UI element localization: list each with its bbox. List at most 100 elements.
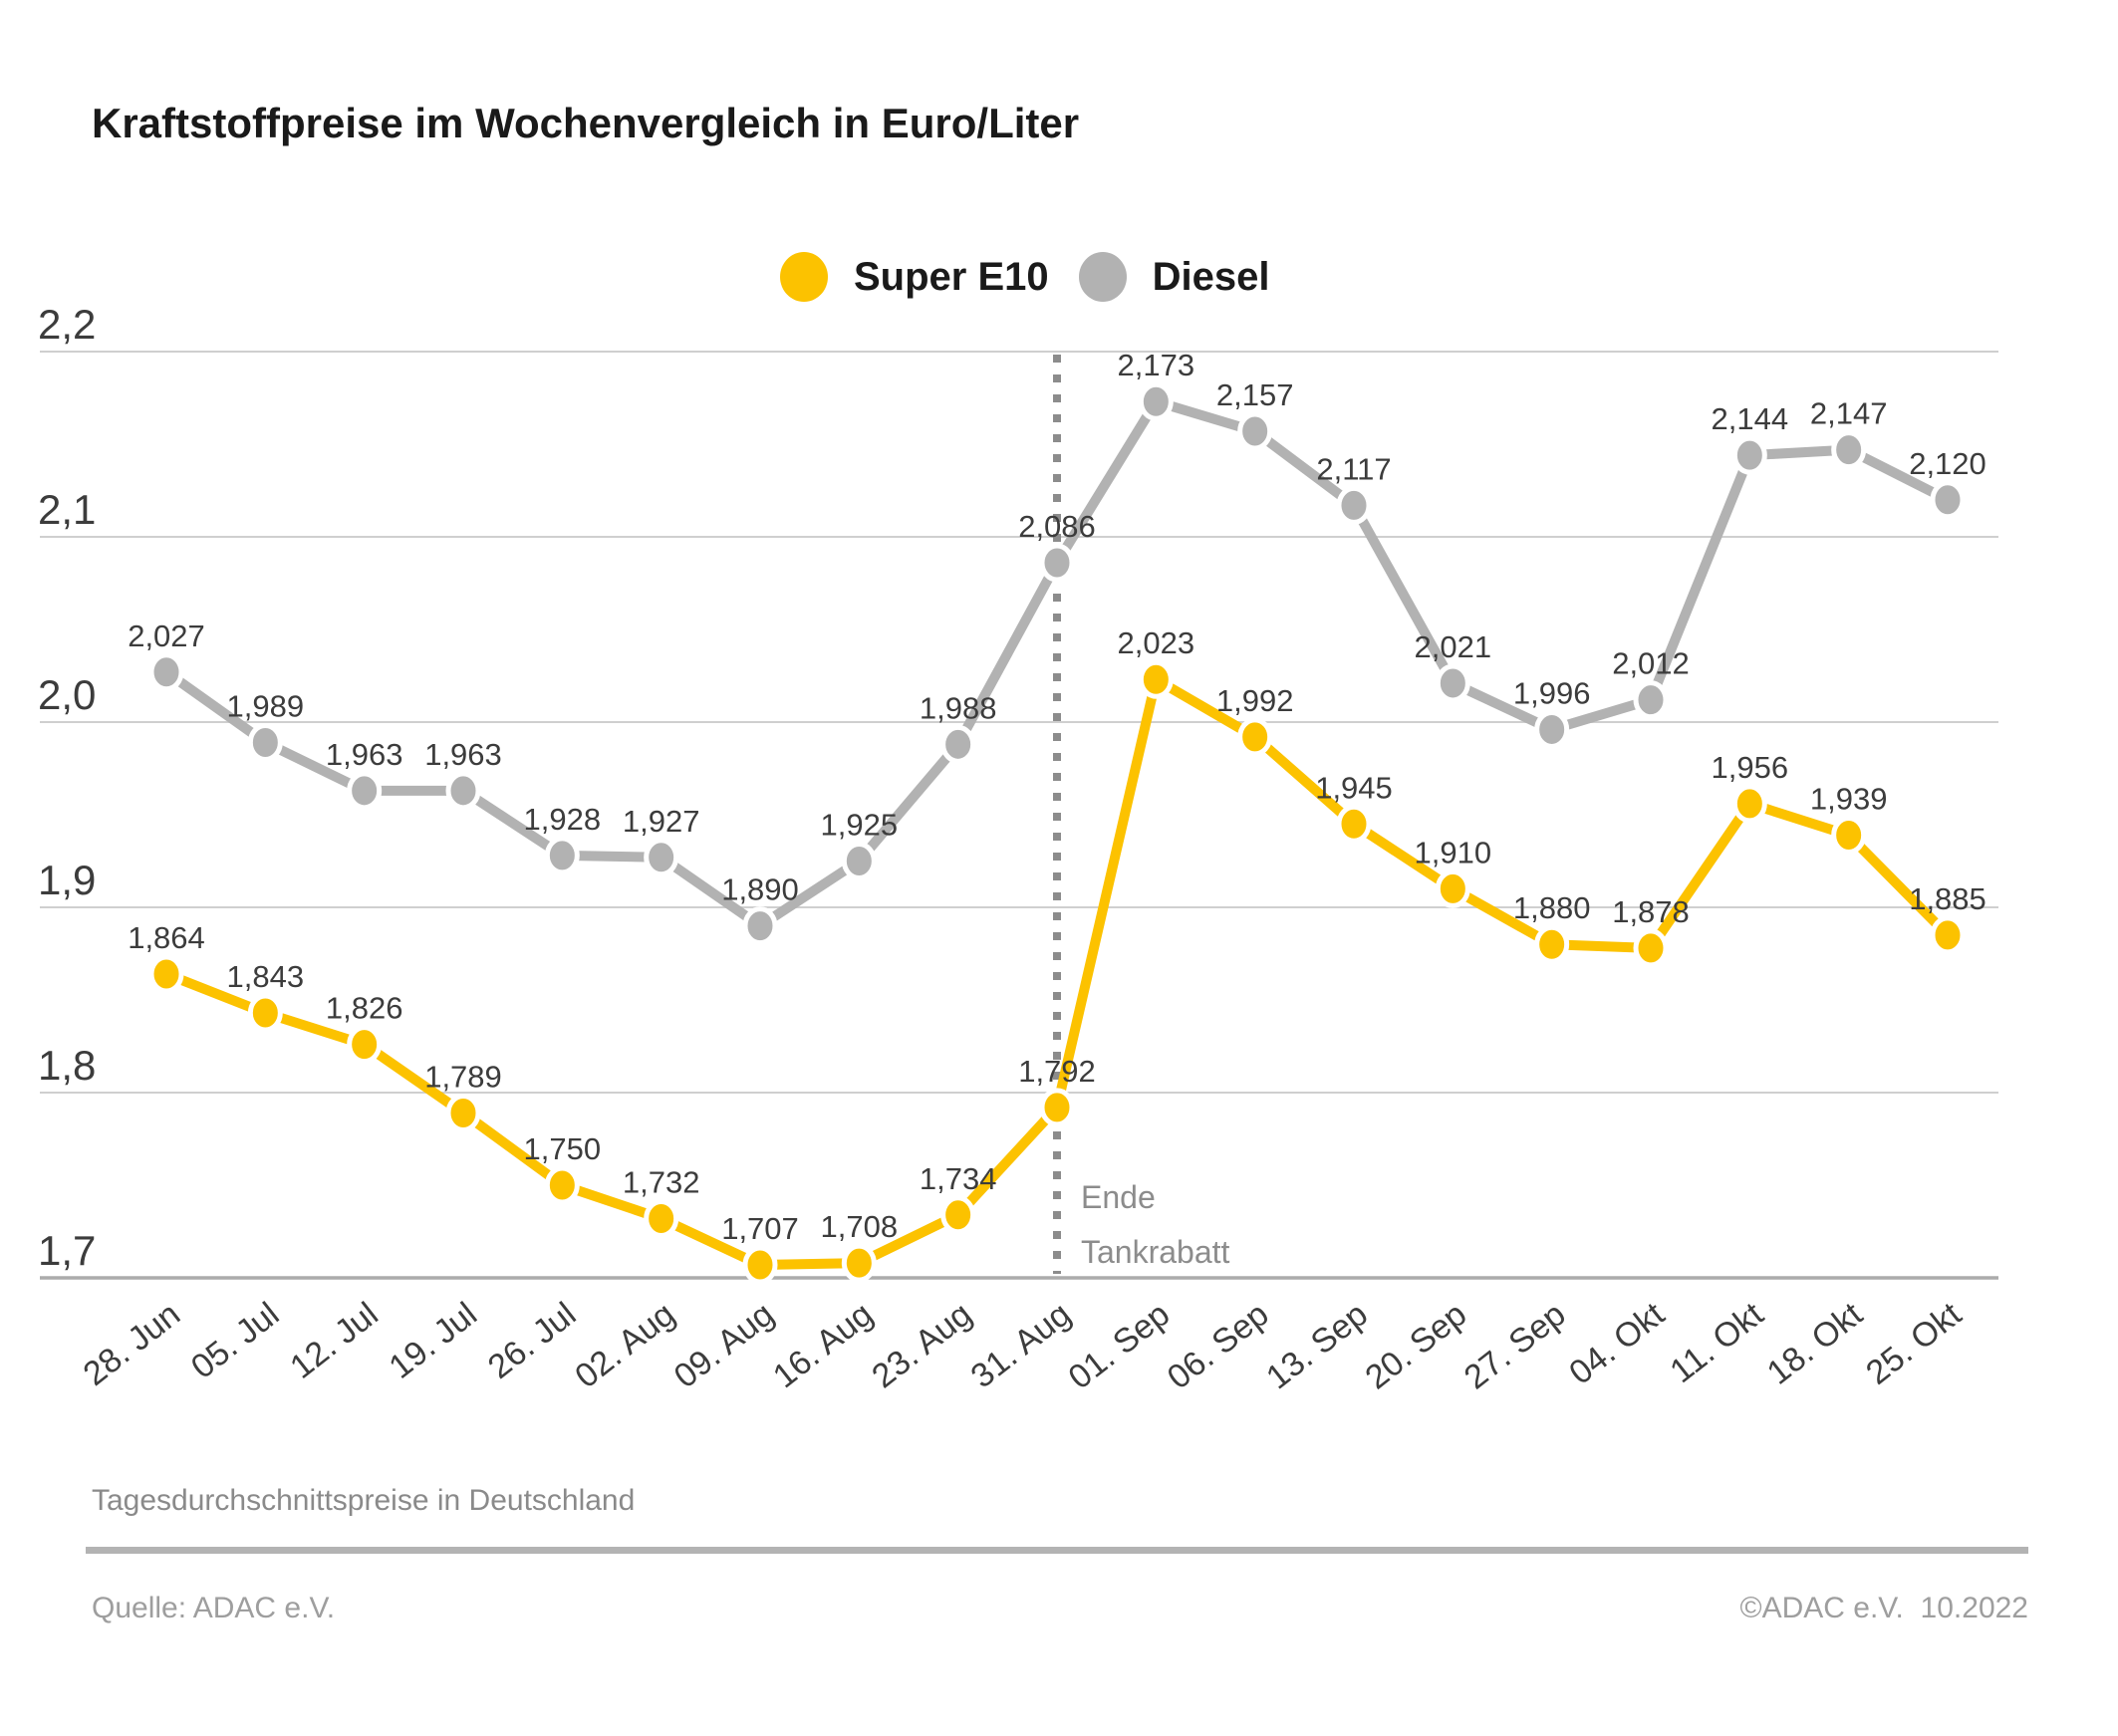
data-label-super-e10: 1,789 — [424, 1059, 502, 1094]
legend-item-diesel: Diesel — [1078, 252, 1270, 302]
x-axis-label: 09. Aug — [667, 1295, 781, 1395]
data-label-diesel: 2,147 — [1810, 396, 1888, 431]
data-label-super-e10: 1,707 — [721, 1211, 799, 1246]
data-point-diesel — [1336, 485, 1372, 525]
data-label-super-e10: 1,734 — [920, 1161, 997, 1196]
data-label-super-e10: 1,708 — [821, 1209, 899, 1244]
data-point-super-e10 — [1633, 928, 1669, 968]
tankrabatt-annotation-line2: Tankrabatt — [1081, 1234, 1230, 1270]
data-label-super-e10: 1,880 — [1513, 890, 1591, 925]
data-point-super-e10 — [1138, 659, 1174, 699]
x-axis-label: 05. Jul — [184, 1295, 286, 1386]
x-axis-label: 16. Aug — [766, 1295, 880, 1395]
footnote: Tagesdurchschnittspreise in Deutschland — [92, 1484, 636, 1517]
page-title: Kraftstoffpreise im Wochenvergleich in E… — [92, 100, 1080, 146]
data-label-diesel: 2,027 — [128, 619, 205, 653]
legend-dot-super-e10-icon — [780, 252, 828, 302]
x-axis-label: 11. Okt — [1663, 1295, 1770, 1390]
legend-label-diesel: Diesel — [1152, 254, 1270, 299]
x-axis-label: 04. Okt — [1562, 1295, 1672, 1392]
data-label-diesel: 2,120 — [1909, 446, 1986, 481]
x-axis-label: 26. Jul — [481, 1295, 583, 1386]
data-label-super-e10: 1,843 — [227, 959, 305, 994]
data-label-super-e10: 1,792 — [1018, 1054, 1096, 1089]
data-point-diesel — [1633, 680, 1669, 720]
data-point-super-e10 — [1336, 804, 1372, 844]
data-label-diesel: 2,021 — [1415, 629, 1492, 664]
data-point-super-e10 — [1534, 924, 1570, 964]
data-point-diesel — [1930, 480, 1966, 520]
data-label-diesel: 2,086 — [1018, 509, 1096, 544]
x-axis-label: 12. Jul — [283, 1295, 385, 1386]
chart-svg: 2,2 2,1 2,0 1,9 1,8 1,7 2,027 1,989 1,963 1,963 1,… — [38, 301, 1998, 1396]
data-label-diesel: 1,996 — [1513, 675, 1591, 710]
divider-rule — [86, 1547, 2028, 1554]
data-label-super-e10: 1,864 — [128, 920, 205, 955]
data-label-super-e10: 1,885 — [1909, 881, 1986, 916]
y-axis-label: 1,9 — [38, 857, 96, 903]
x-axis-label: 13. Sep — [1259, 1295, 1375, 1396]
data-point-diesel — [148, 652, 184, 692]
legend-item-super-e10: Super E10 — [780, 252, 1049, 302]
y-axis-label: 2,0 — [38, 671, 96, 718]
y-axis-label: 1,7 — [38, 1227, 96, 1274]
data-label-super-e10: 2,023 — [1118, 625, 1195, 660]
x-axis-label: 02. Aug — [568, 1295, 681, 1395]
data-point-super-e10 — [247, 993, 283, 1033]
y-axis-label: 2,1 — [38, 486, 96, 533]
data-label-diesel: 1,925 — [821, 808, 899, 843]
tankrabatt-annotation-line1: Ende — [1081, 1179, 1156, 1215]
x-axis-label: 23. Aug — [865, 1295, 978, 1395]
legend-label-super-e10: Super E10 — [854, 254, 1049, 299]
data-point-super-e10 — [1435, 868, 1470, 908]
x-axis-label: 18. Okt — [1760, 1295, 1870, 1392]
data-point-super-e10 — [544, 1165, 580, 1205]
data-label-diesel: 2,012 — [1612, 646, 1690, 681]
source-label: Quelle: ADAC e.V. — [92, 1592, 336, 1624]
data-point-diesel — [1435, 663, 1470, 703]
data-label-diesel: 2,173 — [1118, 348, 1195, 382]
legend-dot-diesel-icon — [1078, 252, 1127, 302]
data-label-super-e10: 1,945 — [1315, 770, 1393, 805]
data-point-diesel — [544, 836, 580, 875]
data-point-super-e10 — [841, 1243, 877, 1283]
copyright-label: ©ADAC e.V. 10.2022 — [1739, 1592, 2028, 1624]
data-point-diesel — [1534, 709, 1570, 749]
data-point-super-e10 — [445, 1093, 481, 1132]
x-axis-label: 20. Sep — [1358, 1295, 1473, 1396]
data-label-super-e10: 1,992 — [1216, 683, 1294, 718]
x-axis-label: 01. Sep — [1061, 1295, 1177, 1396]
data-point-diesel — [742, 906, 778, 946]
data-label-super-e10: 1,732 — [623, 1164, 700, 1199]
data-point-diesel — [644, 838, 679, 877]
x-axis-label: 19. Jul — [383, 1295, 484, 1386]
data-point-super-e10 — [148, 954, 184, 994]
data-point-diesel — [1138, 381, 1174, 421]
data-label-diesel: 2,144 — [1712, 401, 1789, 436]
x-axis-label: 27. Sep — [1457, 1295, 1573, 1396]
data-point-diesel — [247, 722, 283, 762]
data-label-diesel: 1,989 — [227, 688, 305, 723]
x-axis-label: 06. Sep — [1161, 1295, 1276, 1396]
data-label-super-e10: 1,878 — [1612, 894, 1690, 929]
data-label-diesel: 1,890 — [721, 872, 799, 907]
data-point-diesel — [940, 724, 976, 764]
data-label-diesel: 1,963 — [424, 737, 502, 772]
data-label-super-e10: 1,826 — [326, 991, 403, 1026]
data-point-super-e10 — [1831, 815, 1867, 855]
data-label-diesel: 2,117 — [1316, 451, 1391, 486]
data-point-super-e10 — [347, 1025, 383, 1065]
data-point-super-e10 — [940, 1195, 976, 1235]
data-point-super-e10 — [742, 1245, 778, 1285]
x-axis-label: 28. Jun — [77, 1295, 187, 1393]
data-point-super-e10 — [1930, 915, 1966, 955]
legend: Super E10 Diesel — [780, 252, 1270, 302]
y-axis-label: 2,2 — [38, 301, 96, 348]
data-point-super-e10 — [1039, 1088, 1075, 1127]
data-point-diesel — [445, 771, 481, 811]
data-point-super-e10 — [1731, 784, 1767, 824]
data-label-super-e10: 1,910 — [1415, 835, 1492, 869]
data-point-diesel — [1237, 411, 1273, 451]
data-point-diesel — [1831, 430, 1867, 470]
data-label-super-e10: 1,939 — [1810, 781, 1888, 816]
